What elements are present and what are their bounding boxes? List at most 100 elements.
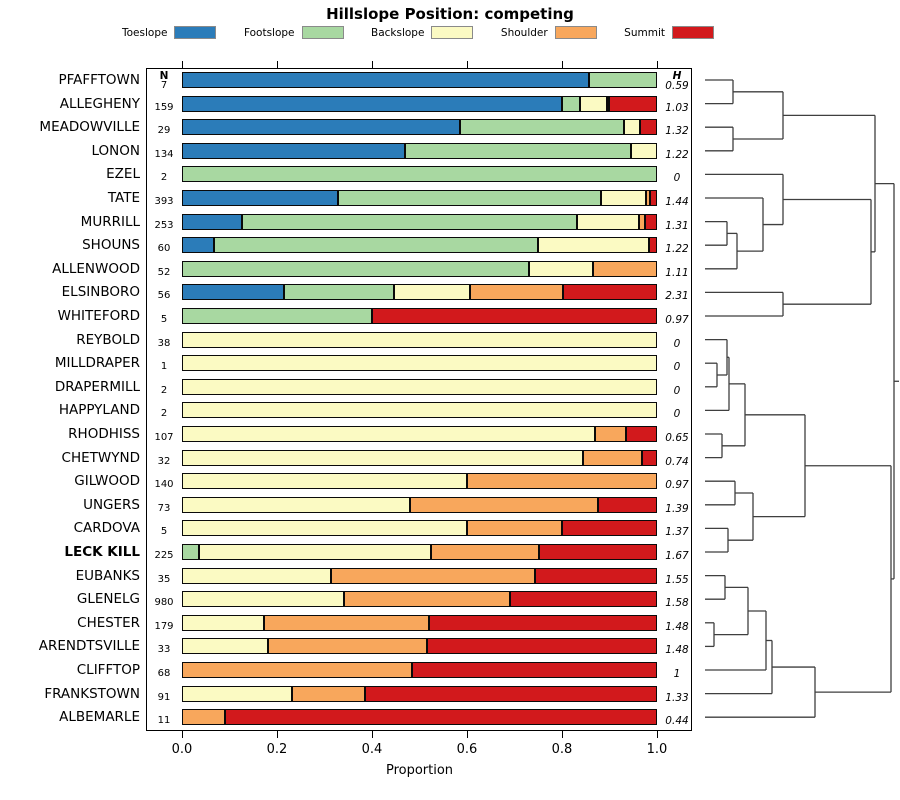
bar-segment-backslope — [182, 685, 292, 702]
legend-label: Footslope — [243, 26, 295, 39]
legend-item-summit: Summit — [624, 26, 714, 39]
bar-segment-toeslope — [182, 284, 284, 301]
h-value: 0.74 — [665, 455, 689, 468]
h-value: 2.31 — [665, 290, 689, 303]
bar-segment-footslope — [182, 308, 372, 324]
bar-tate — [182, 190, 657, 206]
bar-segment-shoulder — [606, 95, 610, 112]
bar-shouns — [182, 237, 657, 254]
bar-segment-shoulder — [638, 213, 646, 230]
bar-segment-backslope — [199, 544, 431, 560]
n-value: 7 — [160, 80, 168, 91]
bar-segment-backslope — [182, 449, 583, 466]
legend-swatch — [671, 26, 714, 39]
bar-segment-summit — [428, 614, 657, 631]
bar-segment-shoulder — [344, 591, 510, 608]
x-tick-bottom — [657, 731, 659, 738]
bar-segment-footslope — [337, 190, 602, 206]
bar-segment-backslope — [624, 119, 641, 136]
bar-segment-shoulder — [646, 190, 650, 206]
x-tick-label: 1.0 — [646, 742, 668, 757]
bar-segment-summit — [364, 685, 657, 702]
bar-segment-footslope — [589, 72, 657, 88]
bar-segment-shoulder — [582, 449, 643, 466]
plot-border — [146, 68, 692, 731]
x-tick-label: 0.8 — [551, 742, 573, 757]
x-tick-bottom — [467, 731, 469, 738]
bar-segment-shoulder — [291, 685, 365, 702]
bar-ezel — [182, 166, 657, 183]
n-value: 253 — [154, 219, 174, 231]
h-value: 1.58 — [665, 597, 689, 610]
row-label: ELSINBORO — [61, 284, 140, 301]
bar-segment-footslope — [213, 237, 539, 254]
bar-allenwood — [182, 260, 657, 277]
legend-item-toeslope: Toeslope — [122, 26, 217, 39]
legend-label: Summit — [624, 26, 665, 39]
bar-clifftop — [182, 662, 657, 678]
n-value: 159 — [154, 101, 174, 113]
legend-swatch — [174, 26, 217, 39]
n-value: 1 — [160, 361, 168, 373]
bar-meadowville — [182, 119, 657, 136]
n-value: 2 — [160, 172, 168, 184]
bar-segment-shoulder — [594, 426, 627, 442]
row-label: ALLEGHENY — [59, 95, 140, 112]
h-value: 1.33 — [665, 691, 689, 704]
bar-segment-shoulder — [409, 496, 599, 513]
n-value: 140 — [154, 479, 174, 491]
legend-swatch — [301, 26, 344, 39]
row-label: LECK KILL — [64, 544, 140, 560]
bar-segment-summit — [538, 544, 657, 560]
h-value: 1.37 — [665, 526, 689, 539]
h-value: 1.48 — [665, 620, 689, 633]
row-label: EUBANKS — [75, 567, 140, 584]
bar-segment-footslope — [182, 166, 657, 183]
bar-segment-shoulder — [467, 473, 657, 490]
bar-segment-summit — [648, 237, 657, 254]
bar-segment-summit — [642, 449, 657, 466]
bar-segment-backslope — [601, 190, 647, 206]
bar-segment-footslope — [241, 213, 578, 230]
bar-ungers — [182, 496, 657, 513]
n-value: 2 — [160, 408, 168, 420]
legend-label: Backslope — [371, 26, 425, 39]
legend-item-backslope: Backslope — [371, 26, 474, 39]
bar-rhodhiss — [182, 426, 657, 442]
bar-segment-footslope — [405, 142, 632, 159]
bar-segment-footslope — [561, 95, 580, 112]
bar-milldraper — [182, 355, 657, 372]
n-value: 60 — [157, 243, 171, 255]
bar-segment-shoulder — [182, 709, 226, 726]
bar-segment-summit — [645, 213, 657, 230]
x-axis-title: Proportion — [385, 763, 454, 778]
bar-chetwynd — [182, 449, 657, 466]
bar-eubanks — [182, 567, 657, 584]
n-value: 107 — [154, 432, 174, 443]
bar-segment-backslope — [182, 591, 345, 608]
row-label: MEADOWVILLE — [39, 119, 140, 136]
n-value: 5 — [160, 526, 168, 538]
bar-segment-backslope — [538, 237, 649, 254]
h-value: 0 — [673, 384, 681, 397]
bar-elsinboro — [182, 284, 657, 301]
x-tick-label: 0.6 — [456, 742, 478, 757]
bar-segment-backslope — [182, 331, 657, 348]
bar-segment-shoulder — [430, 544, 539, 560]
h-value: 1.11 — [665, 266, 689, 279]
h-value: 1.48 — [665, 644, 689, 657]
bar-segment-backslope — [182, 473, 467, 490]
h-value: 1.31 — [665, 219, 689, 232]
x-tick-bottom — [182, 731, 184, 738]
n-value: 134 — [154, 148, 174, 160]
x-tick-top — [277, 61, 279, 68]
row-label: CARDOVA — [73, 520, 140, 537]
bar-segment-shoulder — [331, 567, 535, 584]
bar-segment-backslope — [182, 355, 657, 372]
bar-leck-kill — [182, 544, 657, 560]
x-tick-label: 0.4 — [361, 742, 383, 757]
legend-swatch — [554, 26, 597, 39]
bar-segment-footslope — [283, 284, 394, 301]
bar-segment-summit — [609, 95, 657, 112]
